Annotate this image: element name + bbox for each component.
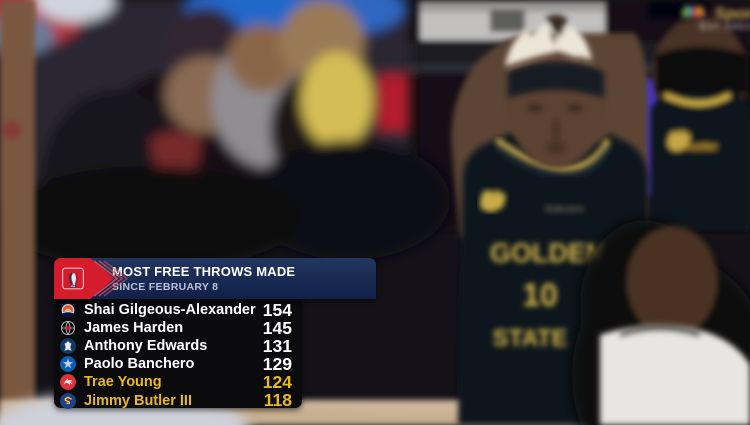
svg-text:STATE: STATE	[492, 325, 567, 352]
svg-text:GOLDEN: GOLDEN	[490, 238, 606, 268]
svg-text:Rakuten: Rakuten	[545, 204, 584, 215]
svg-text:BAY AREA: BAY AREA	[700, 22, 750, 31]
svg-text:Rooter: Rooter	[682, 141, 718, 153]
svg-text:NBA: NBA	[71, 285, 76, 288]
svg-text:10: 10	[522, 277, 558, 313]
svg-text:Sports: Sports	[714, 4, 750, 23]
